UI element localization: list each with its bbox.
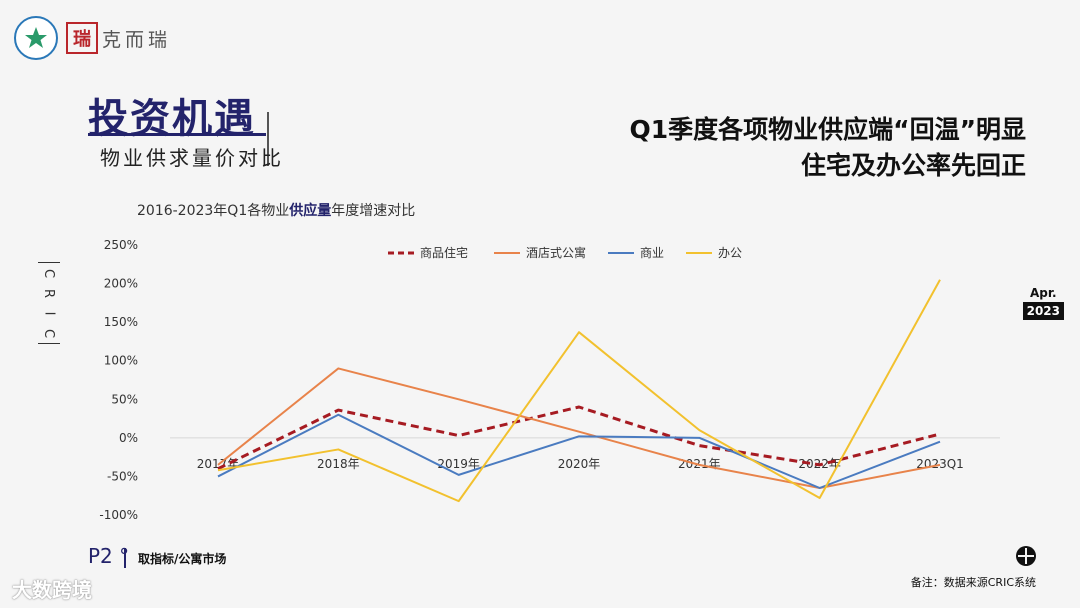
page-number: P2 ° (88, 544, 130, 568)
star-emblem-icon (14, 16, 58, 60)
series-line-office (217, 279, 941, 503)
section-divider (267, 112, 269, 166)
series-line-commercial (217, 413, 941, 489)
legend-label-office: 办公 (718, 245, 742, 260)
chart-title-highlight: 供应量 (289, 203, 332, 219)
y-tick-label: 200% (104, 277, 138, 291)
y-tick-label: 100% (104, 354, 138, 368)
section-subtitle: 物业供求量价对比 (100, 146, 284, 170)
x-tick-label: 2019年 (437, 457, 480, 471)
watermark: 大数跨境 (12, 578, 92, 602)
y-tick-label: -100% (99, 508, 138, 522)
legend-label-hotel: 酒店式公寓 (526, 245, 586, 260)
cric-side-label: C R I C (38, 262, 60, 344)
date-badge: Apr. 2023 (1022, 286, 1064, 320)
series-line-residential (217, 405, 941, 471)
date-month: Apr. (1029, 286, 1057, 300)
headline: Q1季度各项物业供应端“回温”明显 住宅及办公率先回正 (629, 112, 1026, 184)
brand-name: 克而瑞 (102, 28, 172, 51)
footnote: 备注：数据来源CRIC系统 (910, 576, 1036, 589)
y-tick-label: 0% (119, 431, 138, 445)
x-tick-label: 2018年 (317, 457, 360, 471)
page-tag: 取指标/公寓市场 (138, 552, 227, 566)
date-year: 2023 (1022, 302, 1064, 320)
y-tick-label: -50% (107, 469, 138, 483)
brand-logo: 瑞 克而瑞 (14, 16, 171, 60)
headline-line-2: 住宅及办公率先回正 (800, 151, 1026, 180)
section-underline (88, 133, 266, 136)
crosshair-icon (1016, 546, 1036, 566)
legend-label-residential: 商品住宅 (420, 245, 468, 260)
chart-title-prefix: 2016-2023年Q1各物业 (137, 203, 290, 219)
y-tick-label: 250% (104, 238, 138, 252)
seal-icon: 瑞 (66, 22, 98, 54)
chart-title: 2016-2023年Q1各物业供应量年度增速对比 (137, 200, 415, 220)
chart-title-suffix: 年度增速对比 (331, 203, 416, 219)
headline-line-1: Q1季度各项物业供应端“回温”明显 (629, 115, 1026, 144)
legend-label-commercial: 商业 (640, 245, 664, 260)
y-tick-label: 50% (111, 392, 138, 406)
page-separator (124, 548, 126, 568)
y-tick-label: 150% (104, 315, 138, 329)
x-tick-label: 2020年 (558, 457, 601, 471)
